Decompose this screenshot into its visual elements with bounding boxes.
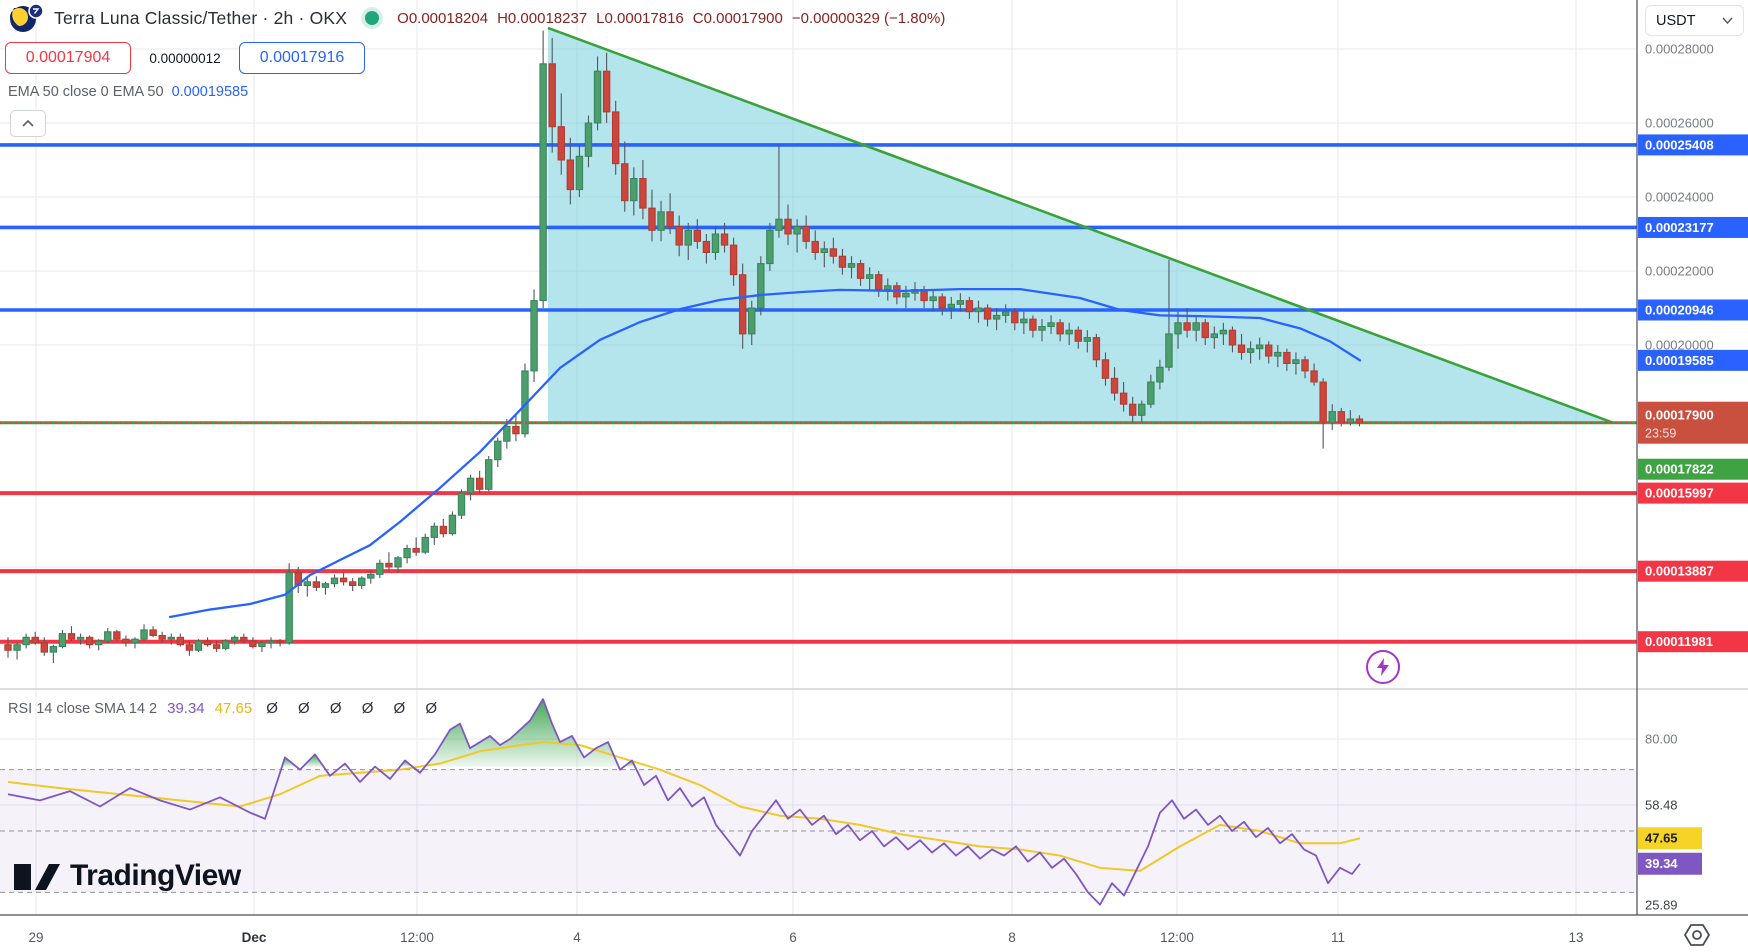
price-axis[interactable]: 0.00028000 0.00026000 0.00024000 0.00022000… (1638, 42, 1748, 913)
svg-text:0.00024000: 0.00024000 (1645, 190, 1714, 205)
rsi-line[interactable] (7, 698, 1361, 906)
open-value: 0.00018204 (408, 9, 489, 27)
svg-text:39.34: 39.34 (1645, 856, 1678, 871)
sell-price-button[interactable]: 0.00017904 (5, 42, 131, 74)
rsi-label: RSI 14 close SMA 14 2 (8, 700, 158, 717)
svg-text:Dec: Dec (242, 930, 267, 945)
time-axis[interactable]: 29 Dec 12:00 4 6 8 12:00 11 13 (28, 930, 1583, 945)
chevron-down-icon (1722, 17, 1733, 24)
chevron-up-icon (22, 120, 34, 127)
tradingview-watermark: TradingView (14, 856, 241, 896)
tradingview-logo-icon (14, 864, 60, 890)
low-value: 0.00017816 (604, 9, 684, 27)
svg-text:12:00: 12:00 (1160, 930, 1194, 945)
svg-text:0.00025408: 0.00025408 (1645, 137, 1714, 152)
rsi-empty-values: Ø Ø Ø Ø Ø Ø (266, 700, 438, 717)
watermark-text: TradingView (70, 859, 241, 892)
rsi-overbought-fill (425, 699, 619, 767)
ema50-line[interactable] (168, 287, 1362, 619)
flash-boost-button[interactable] (1366, 650, 1400, 684)
svg-text:0.00028000: 0.00028000 (1645, 42, 1714, 57)
ema-label: EMA 50 close 0 EMA 50 (8, 84, 164, 100)
svg-text:12:00: 12:00 (400, 930, 434, 945)
svg-text:47.65: 47.65 (1645, 831, 1678, 846)
svg-text:0.00017900: 0.00017900 (1645, 408, 1714, 423)
svg-text:0.00011981: 0.00011981 (1645, 634, 1713, 649)
svg-text:25.89: 25.89 (1645, 898, 1678, 913)
timezone-settings-button[interactable] (1682, 922, 1712, 952)
rsi-sma-line[interactable] (7, 741, 1361, 872)
svg-text:0.00020946: 0.00020946 (1645, 302, 1714, 317)
close-value: 0.00017900 (703, 9, 783, 27)
rsi-value: 39.34 (167, 700, 205, 717)
svg-text:0.00020000: 0.00020000 (1645, 338, 1714, 353)
descending-trendline[interactable] (547, 26, 1614, 424)
currency-selector[interactable]: USDT (1645, 5, 1744, 36)
svg-text:80.00: 80.00 (1645, 732, 1678, 747)
gear-hexagon-icon (1683, 924, 1711, 946)
spread-value: 0.00000012 (149, 50, 221, 66)
market-status-dot[interactable] (365, 11, 380, 25)
rsi-indicator-legend[interactable]: RSI 14 close SMA 14 2 39.34 47.65 Ø Ø Ø … (8, 700, 437, 717)
svg-text:8: 8 (1008, 930, 1016, 945)
svg-text:0.00026000: 0.00026000 (1645, 116, 1714, 131)
currency-label: USDT (1656, 12, 1696, 29)
ohlc-values: O0.00018204 H0.00018237 L0.00017816 C0.0… (397, 9, 946, 27)
svg-text:0.00022000: 0.00022000 (1645, 264, 1714, 279)
svg-text:13: 13 (1568, 930, 1583, 945)
svg-text:4: 4 (573, 930, 581, 945)
ema-indicator-legend[interactable]: EMA 50 close 0 EMA 50 0.00019585 (8, 84, 248, 100)
svg-text:23:59: 23:59 (1645, 427, 1676, 441)
ema-value: 0.00019585 (171, 84, 249, 100)
svg-text:29: 29 (28, 930, 43, 945)
svg-text:11: 11 (1331, 930, 1345, 945)
rsi-sma-value: 47.65 (214, 700, 253, 717)
svg-text:0.00017822: 0.00017822 (1645, 462, 1714, 477)
svg-text:58.48: 58.48 (1645, 798, 1678, 813)
svg-text:0.00015997: 0.00015997 (1645, 486, 1714, 501)
buy-price-button[interactable]: 0.00017916 (239, 42, 365, 74)
lightning-icon (1377, 658, 1389, 676)
symbol-title[interactable]: Terra Luna Classic/Tether · 2h · OKX (54, 7, 348, 28)
collapse-legend-button[interactable] (10, 110, 46, 137)
chart-legend-header: Terra Luna Classic/Tether · 2h · OKX O0.… (8, 3, 946, 32)
change-value: −0.00000329 (−1.80%) (791, 9, 946, 27)
svg-text:0.00013887: 0.00013887 (1645, 564, 1714, 579)
high-value: 0.00018237 (507, 9, 588, 27)
svg-text:6: 6 (789, 930, 797, 945)
candles-layer[interactable] (4, 30, 1364, 664)
svg-text:0.00023177: 0.00023177 (1645, 220, 1714, 235)
rsi-overbought-fill (303, 754, 324, 767)
trade-buttons: 0.00017904 0.00000012 0.00017916 (5, 42, 365, 74)
lunc-logo-icon (10, 3, 44, 32)
svg-text:0.00019585: 0.00019585 (1645, 353, 1714, 368)
